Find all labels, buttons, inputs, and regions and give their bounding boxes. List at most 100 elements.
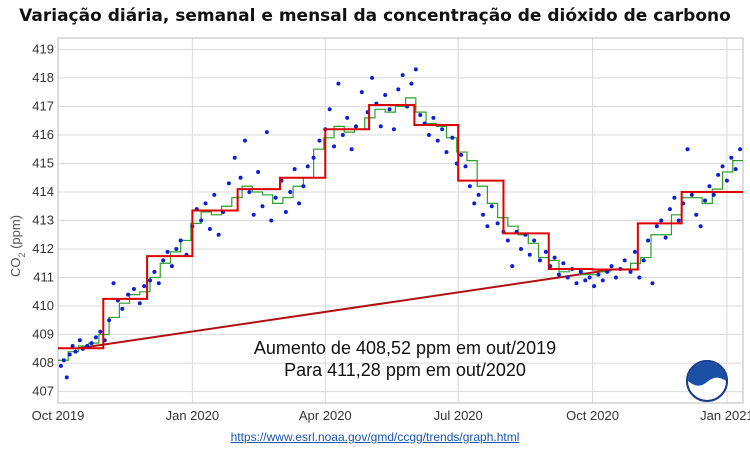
daily-point — [98, 329, 103, 334]
daily-point — [178, 238, 183, 243]
daily-point — [283, 209, 288, 214]
daily-point — [609, 264, 614, 269]
daily-point — [637, 275, 642, 280]
noaa-logo-icon — [686, 360, 728, 402]
daily-point — [152, 269, 157, 274]
daily-point — [378, 124, 383, 129]
x-tick-label: Apr 2020 — [299, 408, 352, 423]
daily-point — [450, 135, 455, 140]
x-tick-label: Oct 2020 — [566, 408, 619, 423]
daily-point — [391, 127, 396, 132]
daily-point — [641, 258, 646, 263]
daily-point — [256, 170, 261, 175]
daily-point — [89, 341, 94, 346]
daily-point — [561, 261, 566, 266]
annotation-line-1: Aumento de 408,52 ppm em out/2019 — [253, 338, 557, 358]
daily-point — [260, 204, 265, 209]
daily-series — [58, 67, 743, 380]
daily-point — [251, 212, 256, 217]
daily-point — [628, 269, 633, 274]
daily-point — [707, 184, 712, 189]
daily-point — [247, 189, 252, 194]
daily-point — [729, 155, 734, 160]
y-tick-label: 414 — [32, 184, 54, 199]
daily-point — [77, 338, 82, 343]
daily-point — [685, 147, 690, 152]
weekly-series — [58, 97, 743, 361]
daily-point — [327, 107, 332, 112]
daily-point — [216, 232, 221, 237]
daily-point — [148, 278, 153, 283]
y-tick-label: 412 — [32, 241, 54, 256]
daily-point — [426, 132, 431, 137]
daily-point — [605, 269, 610, 274]
daily-point — [131, 286, 136, 291]
daily-point — [292, 167, 297, 172]
daily-point — [199, 218, 204, 223]
daily-point — [444, 150, 449, 155]
daily-point — [400, 73, 405, 78]
daily-point — [212, 192, 217, 197]
daily-point — [142, 284, 147, 289]
source-link[interactable]: https://www.esrl.noaa.gov/gmd/ccgg/trend… — [230, 430, 520, 444]
daily-point — [396, 87, 401, 92]
daily-point — [632, 249, 637, 254]
annotation-box: Aumento de 408,52 ppm em out/2019 Para 4… — [175, 337, 635, 381]
y-tick-label: 408 — [32, 355, 54, 370]
y-tick-label: 407 — [32, 384, 54, 399]
daily-point — [70, 343, 75, 348]
y-tick-label: 419 — [32, 41, 54, 56]
daily-point — [565, 275, 570, 280]
weekly-step-line — [58, 97, 743, 361]
monthly-step-line — [58, 104, 743, 350]
daily-point — [305, 164, 310, 169]
daily-point — [698, 224, 703, 229]
daily-point — [345, 115, 350, 120]
daily-point — [120, 306, 125, 311]
annotation-line-2: Para 411,28 ppm em out/2020 — [284, 360, 526, 380]
daily-point — [654, 224, 659, 229]
daily-point — [359, 90, 364, 95]
y-tick-label: 413 — [32, 213, 54, 228]
daily-point — [111, 281, 116, 286]
daily-point — [165, 249, 170, 254]
daily-point — [174, 247, 179, 252]
daily-point — [543, 249, 548, 254]
daily-point — [126, 292, 131, 297]
daily-point — [622, 258, 627, 263]
daily-point — [518, 247, 523, 252]
daily-point — [349, 147, 354, 152]
daily-point — [269, 218, 274, 223]
daily-point — [592, 284, 597, 289]
daily-point — [600, 278, 605, 283]
daily-point — [650, 281, 655, 286]
axes: 407 408 409 410 411 412 413 414 415 416 417 418 419 O… — [32, 37, 750, 423]
daily-point — [73, 349, 78, 354]
daily-point — [238, 175, 243, 180]
daily-point — [667, 207, 672, 212]
daily-point — [137, 301, 142, 306]
daily-point — [583, 278, 588, 283]
y-tick-label: 418 — [32, 70, 54, 85]
daily-point — [689, 192, 694, 197]
daily-point — [232, 155, 237, 160]
y-tick-label: 411 — [33, 270, 54, 285]
daily-point — [463, 164, 468, 169]
daily-point — [161, 258, 166, 263]
daily-point — [495, 221, 500, 226]
daily-point — [58, 363, 63, 368]
daily-point — [418, 112, 423, 117]
daily-point — [476, 192, 481, 197]
daily-point — [532, 238, 537, 243]
daily-point — [332, 144, 337, 149]
daily-point — [724, 178, 729, 183]
daily-point — [537, 258, 542, 263]
daily-point — [733, 167, 738, 172]
daily-point — [440, 127, 445, 132]
daily-point — [646, 238, 651, 243]
daily-point — [226, 181, 231, 186]
y-axis-label: CO2 (ppm) — [8, 215, 27, 277]
x-tick-label: Jan 2020 — [166, 408, 220, 423]
